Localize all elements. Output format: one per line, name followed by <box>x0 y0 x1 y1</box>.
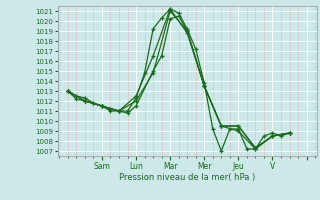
X-axis label: Pression niveau de la mer( hPa ): Pression niveau de la mer( hPa ) <box>119 173 255 182</box>
